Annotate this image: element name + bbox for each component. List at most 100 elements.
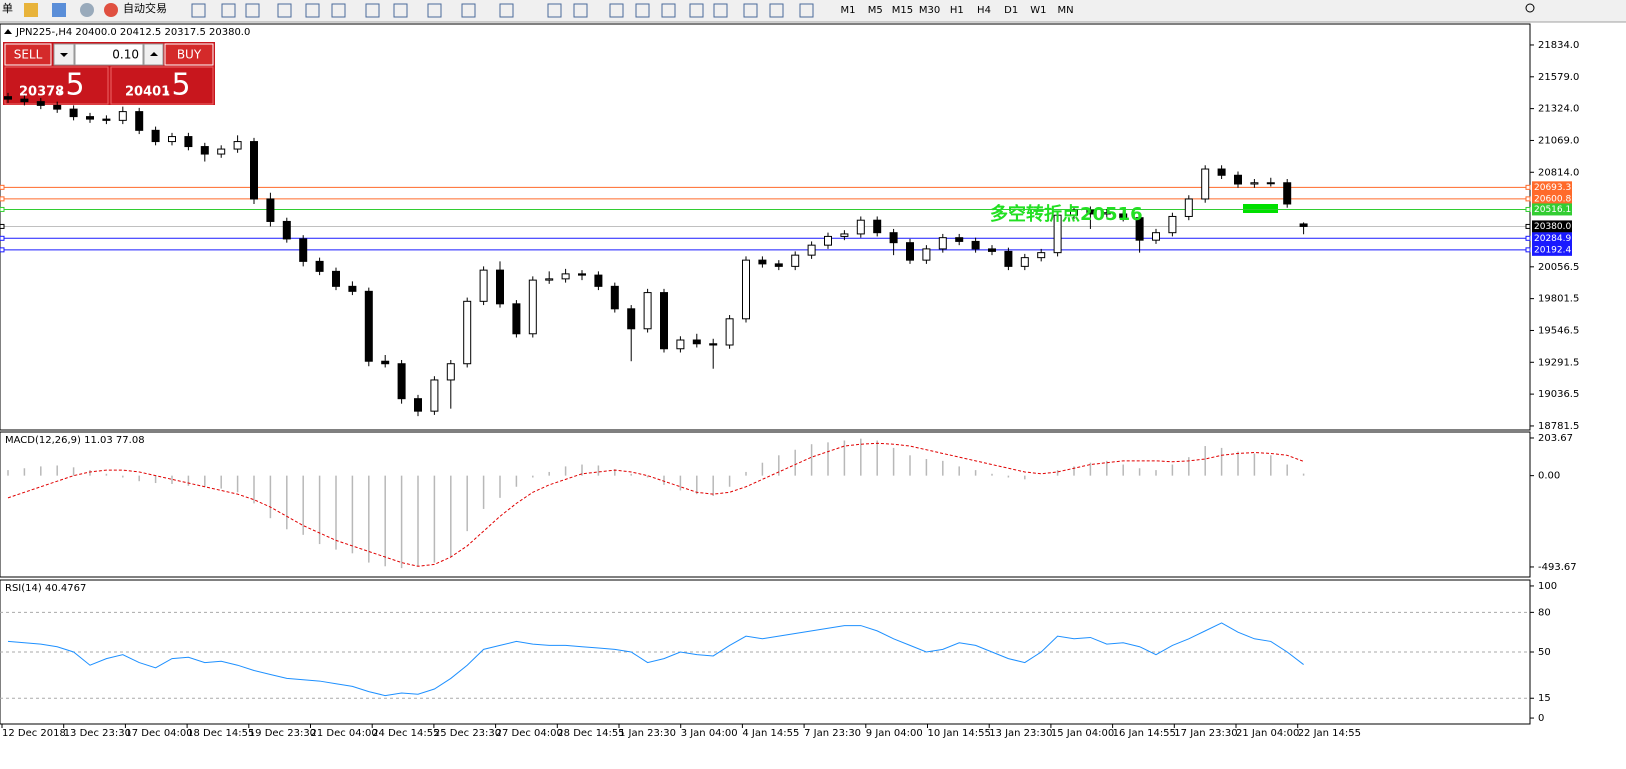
icon[interactable] [80, 3, 94, 17]
sell-button[interactable] [4, 43, 52, 66]
tool-icon[interactable] [393, 3, 408, 18]
tool-icon[interactable] [305, 3, 320, 18]
macd-panel [0, 431, 1531, 578]
timeframe-button[interactable]: MN [1058, 5, 1074, 16]
candle-body [299, 238, 308, 262]
tool-icon[interactable] [547, 3, 562, 18]
macd-signal [7, 442, 1304, 567]
timeframe-button[interactable]: H1 [950, 5, 964, 16]
level-label: 20516.1 [1534, 205, 1571, 215]
y-tick-label: 20056.5 [1538, 262, 1579, 273]
candle-body [610, 285, 619, 310]
candle-body [250, 141, 258, 200]
candle-body [512, 303, 521, 335]
level-label-bg [1532, 181, 1572, 194]
tool-icon[interactable] [277, 3, 292, 18]
buy-price-box[interactable] [110, 66, 214, 105]
sell-label: SELL [14, 48, 43, 62]
candle-body [889, 232, 898, 244]
candle-body [906, 242, 914, 261]
timeframe-button[interactable]: D1 [1004, 5, 1018, 16]
y-tick-label: 21834.0 [1538, 40, 1579, 51]
level-handle [0, 184, 5, 190]
buy-price-fraction: .5 [162, 68, 191, 103]
y-tick-label: 19546.5 [1538, 325, 1579, 336]
marker-rect [1243, 204, 1278, 213]
candle-body [1283, 182, 1292, 205]
candle-body [725, 318, 734, 346]
candle-body [1102, 212, 1111, 215]
timeframe-button[interactable]: M5 [868, 5, 883, 16]
icon[interactable] [24, 3, 38, 17]
candle-body [528, 279, 537, 335]
icon[interactable] [52, 3, 66, 17]
tool-icon[interactable] [461, 3, 476, 18]
y-tick-label: -493.67 [1538, 562, 1577, 573]
lot-input[interactable] [74, 43, 144, 66]
menu-button[interactable]: 单 [2, 2, 13, 15]
candle-body [660, 292, 668, 350]
sell-price-box[interactable] [4, 66, 109, 105]
y-tick-label: 0 [1538, 713, 1544, 724]
tool-icon[interactable] [689, 3, 704, 18]
buy-button[interactable] [164, 43, 214, 66]
candle-body [758, 259, 767, 265]
tool-icon[interactable] [713, 3, 728, 18]
candle-body [1250, 182, 1259, 185]
candle-body [1004, 250, 1013, 267]
tool-icon[interactable] [573, 3, 588, 18]
level-handle [1525, 206, 1531, 212]
candle-body [1234, 174, 1242, 185]
candle-body [430, 379, 439, 412]
candle-body [1266, 182, 1275, 185]
tool-icon[interactable] [635, 3, 650, 18]
candle-body [840, 233, 849, 237]
level-handle [1525, 235, 1531, 241]
x-tick-label: 9 Jan 04:00 [866, 728, 923, 739]
x-tick-label: 3 Jan 04:00 [681, 728, 738, 739]
candle-body [922, 248, 931, 261]
candle-body [807, 244, 816, 256]
timeframe-button[interactable]: M30 [919, 5, 940, 16]
x-tick-label: 1 Jan 23:30 [619, 728, 676, 739]
candle-body [184, 136, 193, 148]
tool-icon[interactable] [609, 3, 624, 18]
tool-icon[interactable] [427, 3, 442, 18]
x-tick-label: 12 Dec 2018 [2, 728, 66, 739]
tool-icon[interactable] [365, 3, 380, 18]
tool-icon[interactable] [191, 3, 206, 18]
x-tick-label: 22 Jan 14:55 [1298, 728, 1361, 739]
candle-body [709, 343, 718, 346]
toolbar-icons [191, 3, 814, 18]
tool-icon[interactable] [769, 3, 784, 18]
tool-icon[interactable] [331, 3, 346, 18]
candle-body [1299, 223, 1308, 227]
candle-body [873, 219, 882, 234]
auto-trade-icon[interactable] [104, 3, 118, 17]
tool-icon[interactable] [221, 3, 236, 18]
candle-body [594, 274, 603, 287]
timeframe-button[interactable]: W1 [1030, 5, 1046, 16]
tool-icon[interactable] [245, 3, 260, 18]
level-label-bg [1532, 203, 1572, 216]
tool-icon[interactable] [499, 3, 514, 18]
timeframe-button[interactable]: M1 [841, 5, 856, 16]
candle-body [643, 292, 652, 330]
timeframe-button[interactable]: H4 [977, 5, 991, 16]
x-tick-label: 15 Jan 04:00 [1051, 728, 1114, 739]
tool-icon[interactable] [661, 3, 676, 18]
x-tick-label: 18 Dec 14:55 [187, 728, 254, 739]
candle-body [1020, 257, 1029, 267]
x-tick-label: 7 Jan 23:30 [804, 728, 861, 739]
search-icon[interactable] [1525, 3, 1535, 13]
timeframe-button[interactable]: M15 [892, 5, 913, 16]
collapse-icon[interactable] [4, 29, 12, 34]
auto-trade-button[interactable]: 自动交易 [123, 1, 167, 15]
candle-body [856, 219, 865, 235]
x-tick-label: 19 Dec 23:30 [249, 728, 316, 739]
candle-body [168, 136, 176, 143]
x-tick-label: 13 Jan 23:30 [989, 728, 1052, 739]
x-tick-label: 17 Dec 04:00 [125, 728, 192, 739]
tool-icon[interactable] [743, 3, 758, 18]
tool-icon[interactable] [799, 3, 814, 18]
